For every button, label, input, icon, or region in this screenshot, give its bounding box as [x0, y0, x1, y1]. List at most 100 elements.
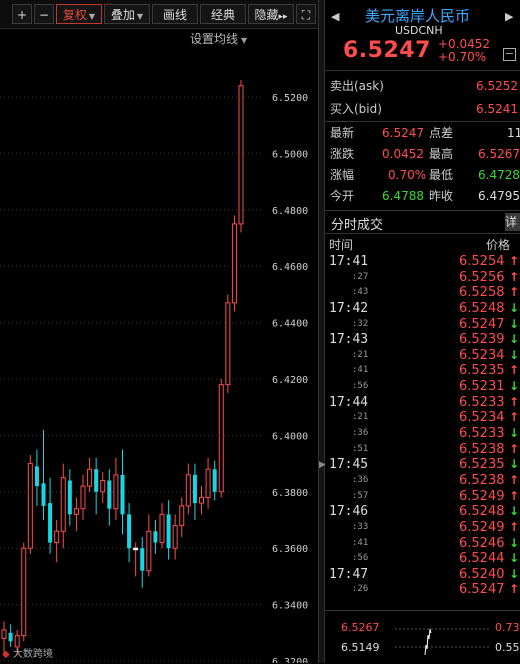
arrow-up-icon: ↑	[509, 410, 520, 425]
column-header-price: 价格	[486, 238, 511, 252]
arrow-down-icon: ↓	[509, 551, 520, 566]
tick-time: :36	[352, 474, 369, 485]
tick-time: 17:43	[329, 332, 369, 348]
tick-price: 6.5234	[459, 347, 505, 363]
mini-min-percent: 0.55%	[495, 641, 520, 654]
tick-price: 6.5248	[459, 504, 505, 520]
hide-button[interactable]: 隐藏▸▸	[248, 4, 294, 24]
tick-row: :27 6.5256 ↑	[325, 270, 520, 286]
prev-symbol-icon[interactable]: ◀	[331, 10, 340, 23]
arrow-up-icon: ↑	[509, 582, 520, 597]
candle	[225, 294, 231, 394]
candle	[153, 520, 158, 554]
arrow-down-icon: ↓	[509, 504, 520, 519]
chevron-down-icon: ▼	[136, 12, 144, 21]
tick-list[interactable]: 17:41 6.5254 ↑:27 6.5256 ↑:43 6.5258 ↑ 17:42 6.5…	[325, 254, 520, 598]
mini-max-percent: 0.73%	[495, 621, 520, 634]
tick-row: 17:41 6.5254 ↑	[325, 254, 520, 270]
zoom-in-button[interactable]: +	[12, 4, 32, 24]
collapse-arrow-icon[interactable]: ▶	[319, 460, 326, 470]
price-tick-label: 6.4600	[272, 262, 308, 273]
bid-label: 买入(bid)	[330, 102, 382, 116]
price-tick-label: 6.4400	[272, 319, 308, 330]
stat-value: 6.5247	[382, 126, 424, 140]
tick-price: 6.5238	[459, 472, 505, 488]
tick-row: 17:43 6.5239 ↓	[325, 332, 520, 348]
candle-body	[140, 548, 145, 571]
candles	[1, 80, 244, 656]
candle-body	[120, 474, 125, 515]
zoom-out-button[interactable]: −	[34, 4, 54, 24]
candle	[100, 472, 106, 504]
tick-row: :32 6.5247 ↓	[325, 317, 520, 333]
candle	[1, 621, 7, 653]
change-percent: +0.70%	[438, 50, 487, 64]
stat-label: 昨收	[429, 189, 454, 203]
tick-price: 6.5247	[459, 316, 505, 332]
candle-body	[205, 468, 211, 498]
overlay-dropdown[interactable]: 叠加 ▼	[104, 4, 150, 24]
chart-toolbar: + − 复权 ▼ 叠加 ▼ 画线 经典 隐藏▸▸ ⛶	[0, 0, 318, 29]
candle	[218, 379, 224, 498]
candle-body	[127, 514, 132, 549]
fullscreen-button[interactable]: ⛶	[296, 4, 316, 24]
stat-value: 6.4788	[382, 189, 424, 203]
candle	[185, 463, 191, 515]
candle-body	[185, 474, 191, 507]
stat-value: 6.4728	[478, 168, 520, 182]
candle-body	[231, 223, 237, 304]
tick-detail-button[interactable]: 详	[505, 213, 520, 231]
stat-label: 最低	[429, 168, 454, 182]
separator	[325, 121, 520, 122]
tick-row: :41 6.5235 ↑	[325, 363, 520, 379]
tick-row: :57 6.5249 ↑	[325, 489, 520, 505]
candle-body	[80, 485, 86, 510]
candlestick-chart[interactable]: 6.5200 6.5000 6.4800 6.4600 6.4400 6.4200 6.40…	[0, 45, 318, 663]
tick-price: 6.5254	[459, 254, 505, 269]
tick-row: :51 6.5238 ↑	[325, 442, 520, 458]
adjust-dropdown[interactable]: 复权 ▼	[56, 4, 102, 24]
arrow-up-icon: ↑	[509, 363, 520, 378]
watermark-text: 大数跨境	[12, 649, 53, 660]
draw-line-button[interactable]: 画线	[152, 4, 198, 24]
chevron-down-icon: ▼	[88, 12, 96, 21]
price-axis: 6.5200 6.5000 6.4800 6.4600 6.4400 6.4200 6.40…	[272, 93, 308, 663]
arrow-up-icon: ↑	[509, 394, 520, 409]
candle-body	[1, 629, 7, 639]
candle	[94, 457, 99, 515]
watermark-logo-icon: ◆	[2, 649, 10, 660]
mini-intraday-chart[interactable]: 6.5267 6.5149 0.73% 0.55%	[325, 610, 520, 664]
candle	[34, 449, 39, 506]
collapse-button[interactable]: −	[503, 47, 516, 61]
ma-setting-dropdown[interactable]: 设置均线 ▼	[190, 30, 247, 47]
ask-value: 6.5252	[476, 79, 518, 93]
classic-button[interactable]: 经典	[200, 4, 246, 24]
tick-price: 6.5247	[459, 582, 505, 598]
ma-setting-label: 设置均线	[190, 32, 239, 46]
candle	[14, 629, 20, 656]
tick-time: :33	[352, 521, 369, 532]
quote-panel: ◀ 美元离岸人民币 ▶ USDCNH 6.5247 +0.0452 +0.70%…	[325, 0, 520, 663]
tick-row: :56 6.5244 ↓	[325, 551, 520, 567]
next-symbol-icon[interactable]: ▶	[505, 10, 514, 23]
tick-row: :21 6.5234 ↓	[325, 348, 520, 364]
arrow-down-icon: ↓	[509, 332, 520, 347]
candle-body	[87, 468, 93, 487]
panel-divider[interactable]: ▶	[318, 0, 326, 663]
tick-row: 17:42 6.5248 ↓	[325, 301, 520, 317]
arrow-down-icon: ↓	[509, 379, 520, 394]
watermark: ◆ 大数跨境	[2, 645, 53, 660]
candle-body	[41, 483, 46, 506]
tick-price: 6.5231	[459, 379, 505, 395]
arrow-down-icon: ↓	[509, 457, 520, 472]
tick-time: :56	[352, 381, 369, 392]
symbol-code: USDCNH	[395, 24, 443, 37]
arrow-up-icon: ↑	[509, 254, 520, 268]
candle	[54, 520, 60, 563]
double-arrow-icon: ▸▸	[278, 12, 288, 22]
candle-body	[21, 547, 27, 637]
candle-body	[179, 505, 185, 527]
candle	[146, 514, 152, 577]
tick-price: 6.5244	[459, 551, 505, 567]
tick-row: :43 6.5258 ↑	[325, 285, 520, 301]
